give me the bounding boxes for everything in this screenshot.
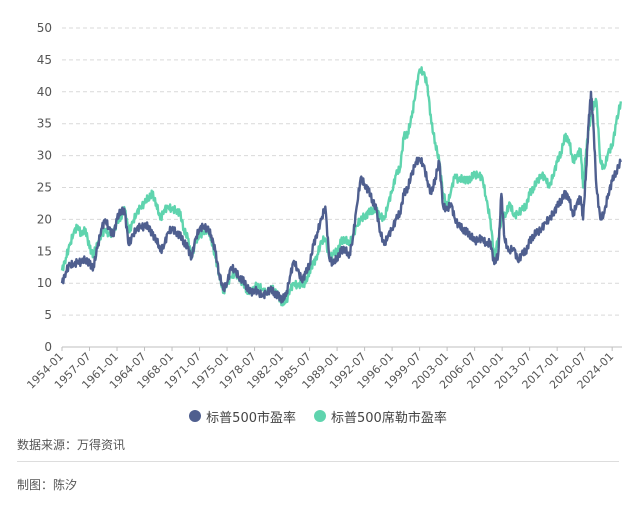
- line-chart: 0 5 10 15 20 25 30 35 40 45 50 1954-011957-071961-…: [24, 21, 622, 392]
- legend-label-pe: 标普500市盈率: [206, 410, 296, 426]
- y-tick-label: 5: [44, 308, 52, 322]
- legend-marker-cape: [314, 410, 326, 422]
- series-line-cape: [60, 66, 622, 307]
- data-source-note: 数据来源：万得资讯: [17, 438, 126, 452]
- legend: 标普500市盈率 标普500席勒市盈率: [0, 406, 636, 426]
- series-lines: [60, 66, 622, 307]
- footer-divider: [17, 461, 619, 462]
- y-tick-label: 0: [44, 340, 52, 354]
- y-tick-label: 30: [37, 149, 52, 163]
- y-tick-label: 15: [37, 244, 52, 258]
- y-tick-label: 40: [37, 85, 52, 99]
- y-tick-label: 50: [37, 21, 52, 35]
- y-tick-label: 10: [37, 276, 52, 290]
- series-line-pe: [60, 90, 622, 304]
- legend-item-cape[interactable]: 标普500席勒市盈率: [314, 407, 447, 426]
- y-axis-tick-labels: 0 5 10 15 20 25 30 35 40 45 50: [37, 21, 52, 354]
- grid-lines: [62, 27, 622, 348]
- chart-maker-note: 制图：陈汐: [17, 478, 78, 492]
- legend-item-pe[interactable]: 标普500市盈率: [189, 407, 296, 426]
- legend-marker-pe: [189, 410, 202, 422]
- y-tick-label: 20: [37, 212, 52, 226]
- x-axis-tick-labels: 1954-011957-071961-011964-071968-011971-…: [24, 347, 616, 392]
- legend-label-cape: 标普500席勒市盈率: [331, 410, 447, 426]
- y-tick-label: 35: [37, 117, 52, 131]
- y-tick-label: 45: [37, 53, 52, 67]
- y-tick-label: 25: [37, 181, 52, 195]
